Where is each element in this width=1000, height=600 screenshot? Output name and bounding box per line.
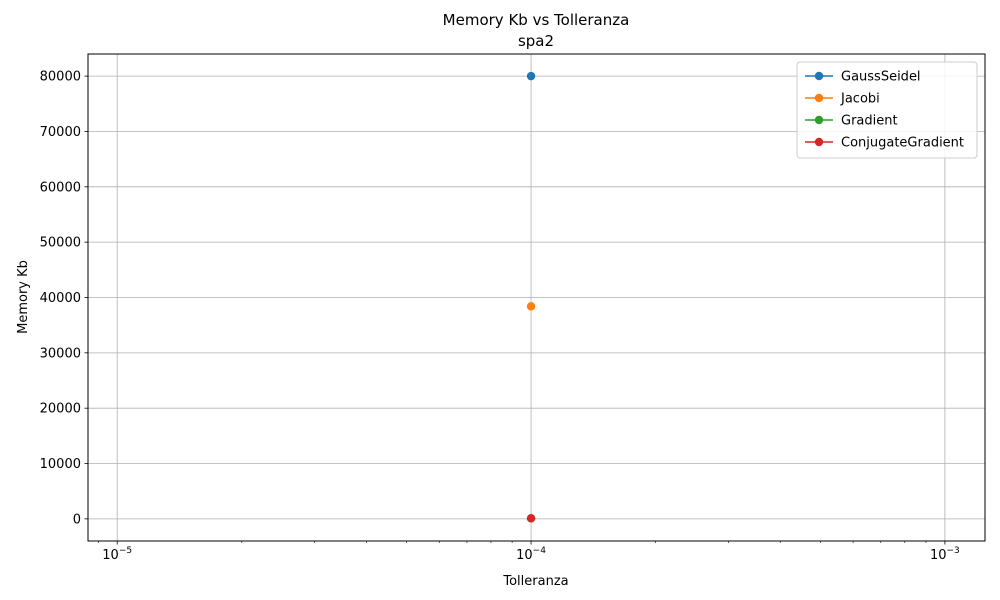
data-point [526,514,536,523]
y-tick-label: 10000 [40,457,81,472]
axis-ticks: 0 10000 20000 30000 40000 50000 60000 70000 8000… [40,70,960,563]
legend-label: ConjugateGradient [841,136,964,151]
y-tick-label: 70000 [40,125,81,140]
legend-label: GaussSeidel [841,70,921,85]
legend-marker [814,71,824,81]
chart-subtitle: spa2 [518,32,554,50]
data-point [526,71,536,81]
y-tick-label: 60000 [40,180,81,195]
data-point [526,302,536,311]
y-tick-label: 20000 [40,402,81,417]
y-tick-label: 50000 [40,236,81,251]
legend-marker [814,137,824,147]
grid [88,54,985,541]
series-marks [526,71,536,523]
chart-title: Memory Kb vs Tolleranza [443,11,630,29]
y-axis-label: Memory Kb [16,260,31,334]
legend-label: Gradient [841,114,898,129]
y-tick-label: 40000 [40,291,81,306]
y-tick-label: 80000 [40,70,81,85]
x-axis-label: Tolleranza [502,574,568,589]
legend-marker [814,115,824,125]
legend-box [796,61,978,159]
legend: GaussSeidel Jacobi Gradient ConjugateGradie… [796,61,978,159]
legend-marker [814,93,824,103]
legend-label: Jacobi [840,92,880,107]
y-tick-label: 0 [73,512,81,527]
y-tick-label: 30000 [40,346,81,361]
